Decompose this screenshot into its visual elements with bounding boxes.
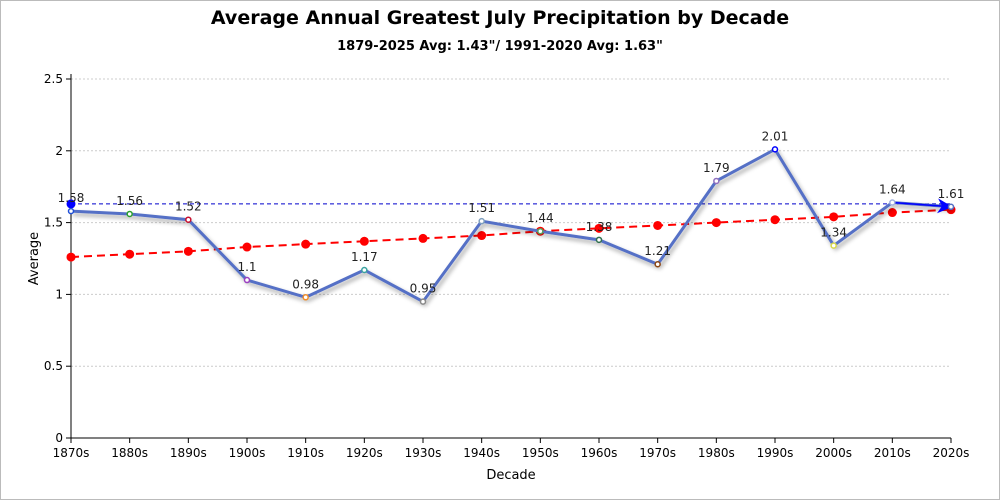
x-tick-label: 1970s	[639, 446, 676, 460]
chart-title: Average Annual Greatest July Precipitati…	[210, 7, 790, 29]
data-label: 1.34	[820, 226, 847, 240]
data-label: 1.44	[527, 211, 554, 225]
x-tick-label: 1870s	[53, 446, 90, 460]
trend-point	[829, 212, 839, 222]
trend-point	[183, 246, 193, 256]
data-label: 0.95	[410, 282, 437, 296]
reference-start-dot	[66, 199, 76, 209]
data-point	[947, 203, 955, 211]
trend-point	[887, 208, 897, 218]
data-label: 1.51	[468, 201, 495, 215]
y-axis-label: Average	[27, 232, 42, 285]
y-tick-label: 2.5	[44, 72, 63, 86]
trend-point	[770, 215, 780, 225]
data-label: 1.52	[175, 200, 202, 214]
x-axis-label: Decade	[486, 468, 535, 483]
x-tick-label: 1990s	[757, 446, 794, 460]
data-label: 2.01	[762, 129, 789, 143]
x-tick-label: 1930s	[405, 446, 442, 460]
trend-point	[477, 231, 487, 241]
trend-point	[418, 233, 428, 243]
trend-point	[711, 218, 721, 228]
data-point	[419, 298, 427, 305]
data-label: 1.21	[644, 244, 671, 258]
series-line	[70, 147, 952, 304]
trend-point	[359, 236, 369, 246]
y-tick-label: 0	[55, 431, 63, 445]
data-label: 1.56	[116, 194, 143, 208]
data-point	[771, 146, 779, 153]
data-point	[243, 276, 251, 284]
y-tick-label: 0.5	[44, 359, 63, 373]
trend-point	[594, 223, 604, 233]
y-tick-label: 2	[55, 144, 63, 158]
x-tick-label: 1980s	[698, 446, 735, 460]
x-tick-label: 1890s	[170, 446, 207, 460]
data-label: 1.1	[237, 260, 256, 274]
data-label: 0.98	[292, 277, 319, 291]
x-tick-label: 1940s	[463, 446, 500, 460]
data-point	[478, 217, 485, 225]
data-point	[830, 242, 837, 249]
trend-point	[242, 242, 252, 252]
data-point	[361, 266, 368, 274]
x-tick-label: 1900s	[229, 446, 266, 460]
trend-arrow	[892, 198, 953, 214]
y-tick-label: 1.5	[44, 216, 63, 230]
trend-point	[653, 220, 663, 230]
data-point	[185, 216, 192, 223]
data-point	[654, 260, 661, 268]
x-tick-label: 1920s	[346, 446, 383, 460]
trend-point	[125, 249, 135, 259]
data-label: 1.58	[58, 191, 85, 205]
data-point	[302, 294, 309, 301]
data-point	[67, 207, 75, 215]
x-tick-label: 1960s	[581, 446, 618, 460]
data-label: 1.38	[586, 220, 613, 234]
x-tick-label: 1910s	[287, 446, 324, 460]
data-label: 1.64	[879, 182, 906, 196]
data-label: 1.17	[351, 250, 378, 264]
data-point	[537, 227, 544, 235]
x-tick-label: 1950s	[522, 446, 559, 460]
data-point	[595, 236, 603, 244]
trend-point	[66, 252, 76, 262]
data-point	[713, 177, 720, 185]
x-tick-label: 1880s	[111, 446, 148, 460]
data-point	[126, 210, 133, 218]
chart-subtitle: 1879-2025 Avg: 1.43"/ 1991-2020 Avg: 1.6…	[337, 39, 663, 54]
data-label: 1.79	[703, 161, 730, 175]
trend-point	[301, 239, 311, 249]
y-tick-label: 1	[55, 287, 63, 301]
x-tick-label: 2000s	[815, 446, 852, 460]
data-label: 1.61	[938, 187, 965, 201]
x-tick-label: 2020s	[933, 446, 970, 460]
data-point	[889, 199, 896, 206]
x-tick-label: 2010s	[874, 446, 911, 460]
